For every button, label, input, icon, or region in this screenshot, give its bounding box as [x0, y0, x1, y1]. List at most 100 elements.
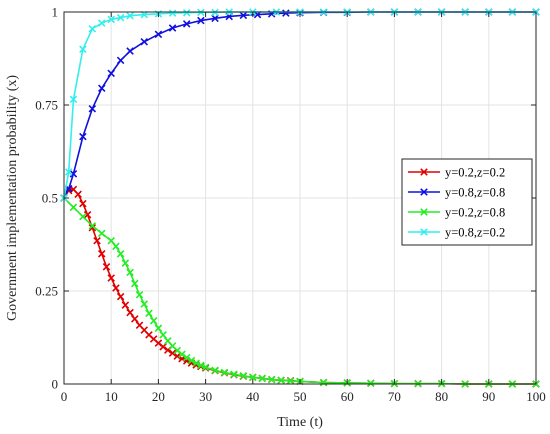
x-tick-label: 80: [435, 389, 448, 404]
data-point-marker: [116, 250, 125, 258]
x-tick-label: 90: [482, 389, 495, 404]
data-point-marker: [88, 223, 97, 232]
y-tick-label: 0.5: [42, 191, 58, 206]
data-point-marker: [69, 95, 78, 104]
x-tick-label: 40: [246, 389, 259, 404]
data-point-marker: [286, 377, 295, 385]
y-tick-label: 0.25: [35, 284, 58, 299]
data-point-marker: [79, 199, 87, 208]
data-point-marker: [230, 370, 238, 379]
data-point-marker: [69, 203, 78, 212]
data-point-marker: [126, 308, 134, 317]
data-point-marker: [97, 84, 106, 93]
data-point-marker: [182, 20, 191, 28]
axes: 0 10 20 30 40 50 60 70 80 90 100 0 0.25 0.5 0.75 1: [35, 5, 546, 405]
data-point-marker: [79, 132, 87, 141]
data-point-marker: [197, 361, 205, 370]
legend-item: y=0.2,z=0.2: [408, 166, 505, 180]
legend-label: y=0.2,z=0.8: [445, 206, 505, 220]
data-point-marker: [131, 315, 139, 323]
data-point-marker: [168, 24, 177, 32]
data-point-marker: [319, 378, 328, 387]
data-point-marker: [211, 366, 219, 375]
legend-item: y=0.8,z=0.8: [408, 186, 505, 200]
data-point-marker: [239, 11, 248, 20]
data-point-marker: [187, 356, 196, 365]
legend-marker: [420, 228, 428, 236]
x-tick-label: 30: [199, 389, 212, 404]
data-point-marker: [182, 353, 191, 362]
data-point-marker: [267, 375, 276, 384]
data-point-marker: [97, 229, 106, 238]
legend-marker: [420, 208, 428, 216]
data-point-marker: [88, 104, 97, 113]
data-point-marker: [79, 45, 87, 53]
data-point-marker: [249, 373, 257, 382]
series-layer: [60, 8, 540, 388]
data-point-marker: [192, 359, 200, 367]
data-point-marker: [239, 372, 248, 380]
data-point-marker: [79, 212, 87, 221]
data-point-marker: [168, 349, 177, 357]
data-point-marker: [116, 292, 125, 301]
data-point-marker: [367, 379, 375, 388]
data-point-marker: [201, 363, 210, 372]
x-tick-label: 20: [152, 389, 165, 404]
legend-label: y=0.8,z=0.8: [445, 186, 505, 200]
x-tick-label: 10: [105, 389, 118, 404]
data-point-marker: [154, 30, 163, 39]
x-tick-label: 70: [388, 389, 401, 404]
data-point-marker: [112, 284, 120, 292]
data-point-marker: [107, 69, 115, 78]
y-tick-label: 1: [52, 5, 59, 20]
data-point-marker: [121, 301, 130, 309]
data-point-marker: [211, 14, 219, 23]
data-point-marker: [197, 16, 205, 25]
data-point-marker: [159, 343, 167, 351]
legend-label: y=0.8,z=0.2: [445, 226, 505, 240]
data-point-marker: [159, 331, 167, 339]
data-point-marker: [107, 15, 115, 24]
legend-marker: [420, 168, 428, 176]
data-point-marker: [140, 37, 149, 46]
data-point-marker: [93, 237, 101, 245]
data-point-marker: [154, 324, 163, 332]
x-tick-label: 100: [526, 389, 546, 404]
y-axis-title: Government implementation probability (x…: [5, 75, 20, 321]
data-point-marker: [107, 274, 115, 282]
data-point-marker: [173, 352, 182, 360]
data-point-marker: [145, 309, 153, 318]
data-point-marker: [69, 170, 78, 178]
data-point-marker: [97, 250, 106, 258]
data-point-marker: [258, 374, 267, 383]
data-point-marker: [126, 268, 134, 277]
data-point-marker: [131, 279, 139, 288]
data-point-marker: [135, 290, 144, 299]
legend-label: y=0.2,z=0.2: [445, 166, 505, 180]
data-point-marker: [277, 376, 285, 385]
data-point-marker: [112, 242, 120, 251]
series-3: [60, 194, 540, 388]
data-point-marker: [102, 263, 111, 271]
data-point-marker: [168, 9, 177, 17]
legend: y=0.2,z=0.2 y=0.8,z=0.8 y=0.2,z=0.8 y=0.8,z…: [401, 158, 533, 246]
data-point-marker: [88, 222, 97, 230]
x-tick-label: 50: [294, 389, 307, 404]
legend-marker: [420, 188, 428, 196]
data-point-marker: [149, 316, 158, 325]
data-point-marker: [182, 8, 191, 17]
x-tick-label: 60: [341, 389, 354, 404]
legend-item: y=0.8,z=0.2: [408, 226, 505, 240]
data-point-marker: [121, 259, 130, 267]
data-point-marker: [116, 56, 125, 65]
data-point-marker: [88, 24, 97, 33]
data-point-marker: [83, 210, 92, 219]
data-point-marker: [282, 9, 290, 17]
data-point-marker: [64, 168, 73, 176]
data-point-marker: [140, 300, 149, 308]
data-point-marker: [126, 47, 134, 55]
y-tick-label: 0.75: [35, 98, 58, 113]
data-point-marker: [126, 11, 134, 20]
data-point-marker: [74, 190, 82, 199]
